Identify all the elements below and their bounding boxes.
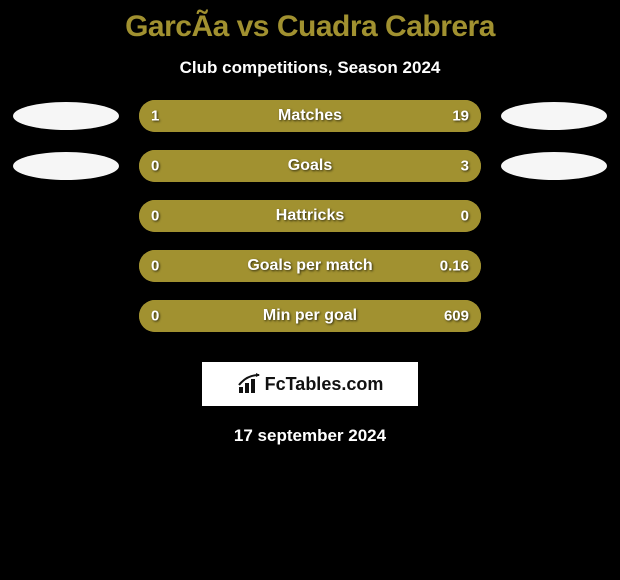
- subtitle: Club competitions, Season 2024: [0, 58, 620, 78]
- stat-value-left: 0: [151, 258, 159, 275]
- bar-fill-left: [139, 100, 197, 132]
- stat-bar: 0 3 Goals: [139, 150, 481, 182]
- stat-row: 0 609 Min per goal: [0, 300, 620, 332]
- player-right-oval: [501, 252, 607, 280]
- stat-label: Min per goal: [263, 307, 357, 325]
- player-right-oval: [501, 102, 607, 130]
- stat-label: Hattricks: [276, 207, 344, 225]
- stat-label: Goals per match: [247, 257, 372, 275]
- player-left-oval: [13, 202, 119, 230]
- stat-value-right: 19: [452, 108, 469, 125]
- date-label: 17 september 2024: [0, 426, 620, 446]
- stat-value-left: 1: [151, 108, 159, 125]
- logo-text: FcTables.com: [265, 374, 384, 395]
- stat-value-left: 0: [151, 308, 159, 325]
- player-right-oval: [501, 302, 607, 330]
- stat-label: Goals: [288, 157, 332, 175]
- stat-row: 0 0 Hattricks: [0, 200, 620, 232]
- stat-row: 0 3 Goals: [0, 150, 620, 182]
- stat-value-right: 0.16: [440, 258, 469, 275]
- stat-bar: 1 19 Matches: [139, 100, 481, 132]
- player-left-oval: [13, 102, 119, 130]
- player-right-oval: [501, 152, 607, 180]
- stat-value-left: 0: [151, 158, 159, 175]
- stat-value-right: 3: [461, 158, 469, 175]
- player-left-oval: [13, 252, 119, 280]
- stat-value-right: 0: [461, 208, 469, 225]
- stat-value-left: 0: [151, 208, 159, 225]
- stat-label: Matches: [278, 107, 342, 125]
- page-title: GarcÃ­a vs Cuadra Cabrera: [0, 0, 620, 44]
- fctables-logo: FcTables.com: [202, 362, 418, 406]
- player-left-oval: [13, 152, 119, 180]
- stat-bar: 0 609 Min per goal: [139, 300, 481, 332]
- chart-icon: [237, 373, 261, 395]
- player-left-oval: [13, 302, 119, 330]
- stat-row: 1 19 Matches: [0, 100, 620, 132]
- stat-value-right: 609: [444, 308, 469, 325]
- stat-bar: 0 0 Hattricks: [139, 200, 481, 232]
- stat-row: 0 0.16 Goals per match: [0, 250, 620, 282]
- stat-bar: 0 0.16 Goals per match: [139, 250, 481, 282]
- player-right-oval: [501, 202, 607, 230]
